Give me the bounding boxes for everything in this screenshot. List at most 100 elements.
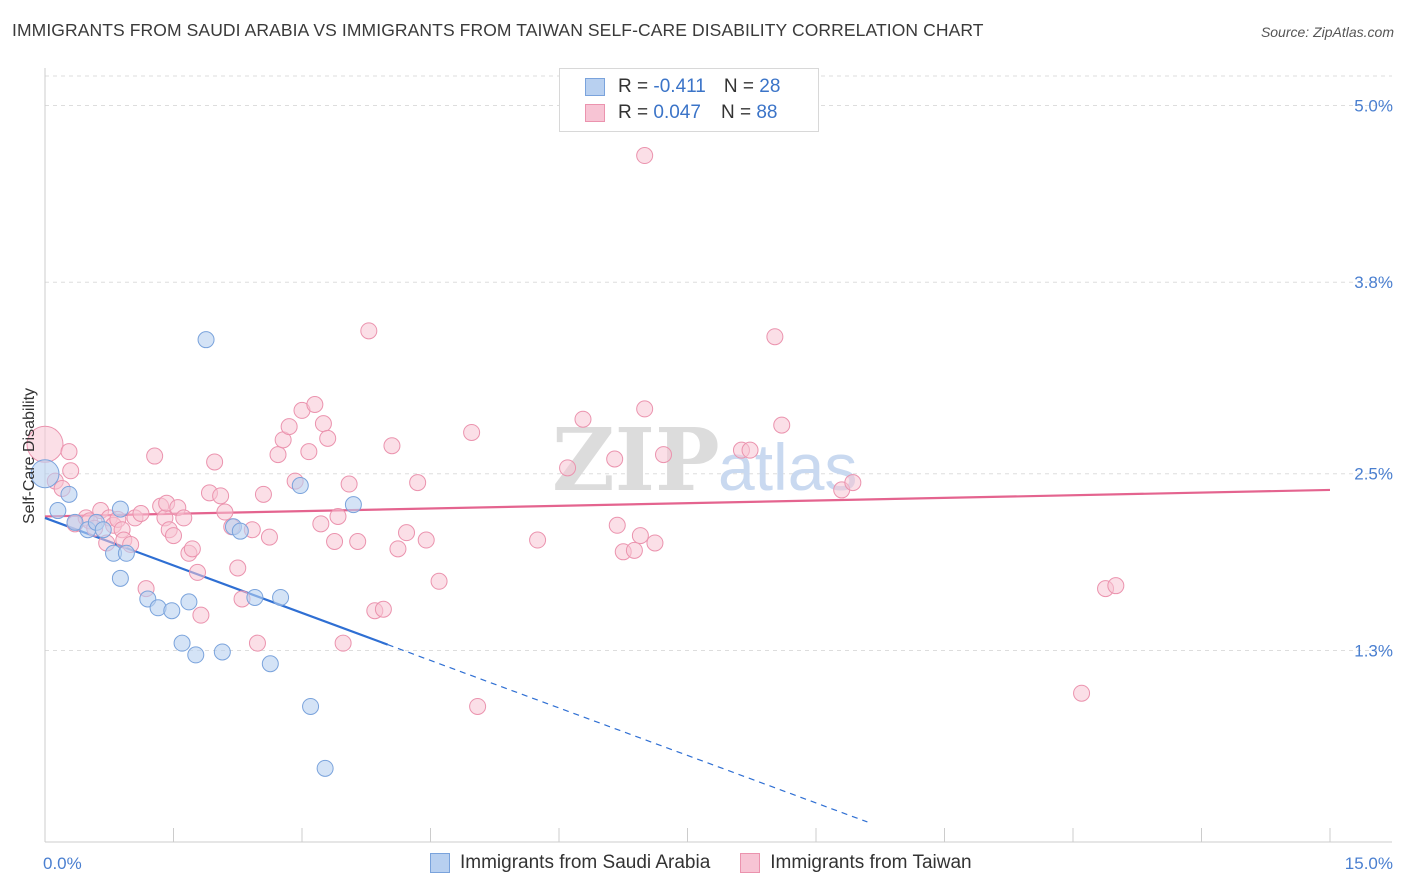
taiwan-point (212, 487, 230, 505)
grid (45, 75, 1392, 651)
taiwan-point (574, 410, 592, 428)
correlation-legend: R = -0.411 N = 28 R = 0.047 N = 88 (559, 68, 819, 132)
taiwan-point (608, 516, 626, 534)
legend-n-value: 28 (759, 76, 781, 97)
taiwan-point (383, 437, 401, 455)
taiwan-point (844, 474, 862, 492)
saudi-arabia-point (163, 602, 181, 620)
legend-r-label: R = (618, 76, 649, 97)
chart-source: Source: ZipAtlas.com (1260, 24, 1394, 40)
taiwan-point (254, 485, 272, 503)
saudi-arabia-point (187, 646, 205, 664)
legend-label-saudi-arabia: Immigrants from Saudi Arabia (460, 852, 711, 873)
trendlines (44, 488, 1331, 823)
legend-swatch-pink (740, 853, 761, 873)
taiwan-point (216, 503, 234, 521)
legend-row-saudi-arabia: R = -0.411 N = 28 (585, 75, 781, 99)
saudi-arabia-point (316, 759, 334, 777)
saudi-arabia-point (246, 588, 264, 606)
taiwan-point (655, 446, 673, 464)
saudi-arabia-point (302, 697, 320, 715)
saudi-arabia-point (344, 496, 362, 514)
taiwan-point (1107, 577, 1125, 595)
saudi-arabia-point (173, 634, 191, 652)
legend-item-taiwan: Immigrants from Taiwan (740, 852, 972, 874)
y-tick-label: 3.8% (1354, 273, 1393, 292)
saudi-arabia-trendline-extrapolated (387, 644, 868, 823)
taiwan-point (300, 443, 318, 461)
x-tick-label: 0.0% (43, 854, 82, 873)
taiwan-point (329, 507, 347, 525)
saudi-arabia-point (94, 521, 112, 539)
legend-n-label: N = (723, 76, 754, 97)
saudi-arabia-point (180, 593, 198, 611)
taiwan-point (773, 416, 791, 434)
taiwan-point (417, 531, 435, 549)
taiwan-point (334, 634, 352, 652)
taiwan-point (312, 515, 330, 533)
taiwan-point (389, 540, 407, 558)
taiwan-point (314, 415, 332, 433)
y-tick-label: 2.5% (1354, 465, 1393, 484)
legend-swatch-blue (585, 78, 605, 96)
taiwan-point (340, 475, 358, 493)
legend-r-value: 0.047 (653, 102, 701, 123)
taiwan-point (741, 441, 759, 459)
taiwan-point (606, 450, 624, 468)
taiwan-point (146, 447, 164, 465)
legend-swatch-blue (430, 853, 450, 873)
saudi-arabia-point (213, 643, 231, 661)
saudi-arabia-point (261, 655, 279, 673)
taiwan-point (529, 531, 547, 549)
taiwan-point (559, 459, 577, 477)
taiwan-point (183, 540, 201, 558)
taiwan-point (326, 532, 344, 550)
taiwan-point (319, 429, 337, 447)
legend-n-label: N = (720, 102, 752, 123)
taiwan-point (646, 534, 664, 552)
taiwan-point (349, 532, 367, 550)
y-tick-labels: 1.3% 2.5% 3.8% 5.0% (1354, 96, 1393, 660)
saudi-arabia-point (66, 513, 84, 531)
saudi-arabia-point (197, 331, 215, 349)
taiwan-point (62, 462, 80, 480)
saudi-arabia-point (117, 544, 135, 562)
taiwan-point (192, 606, 210, 624)
taiwan-point (636, 147, 654, 165)
saudi-arabia-point (149, 599, 167, 617)
legend-r-value: -0.411 (653, 76, 706, 97)
legend-swatch-pink (585, 104, 605, 122)
saudi-arabia-point (111, 500, 129, 518)
saudi-arabia-point (30, 459, 60, 489)
taiwan-point (360, 322, 378, 340)
chart-title: IMMIGRANTS FROM SAUDI ARABIA VS IMMIGRAN… (12, 20, 984, 40)
y-tick-label: 1.3% (1354, 642, 1393, 661)
x-tick-label: 15.0% (1345, 854, 1393, 873)
saudi-arabia-point (231, 522, 249, 540)
taiwan-point (248, 634, 266, 652)
y-axis-label: Self-Care Disability (21, 388, 38, 524)
saudi-arabia-point (49, 502, 67, 520)
saudi-arabia-point (60, 485, 78, 503)
taiwan-point (206, 453, 224, 471)
taiwan-point (469, 697, 487, 715)
saudi-arabia-points (30, 331, 362, 777)
saudi-arabia-point (111, 569, 129, 587)
taiwan-point (398, 524, 416, 542)
legend-n-value: 88 (756, 102, 778, 123)
taiwan-point (60, 443, 78, 461)
y-tick-label: 5.0% (1354, 96, 1393, 115)
taiwan-point (165, 527, 182, 545)
taiwan-point (132, 505, 150, 523)
taiwan-point (463, 423, 481, 441)
taiwan-point (229, 559, 247, 577)
taiwan-point (374, 600, 392, 618)
taiwan-point (766, 328, 784, 346)
saudi-arabia-point (291, 477, 309, 495)
legend-item-saudi-arabia: Immigrants from Saudi Arabia (430, 852, 710, 874)
taiwan-point (280, 418, 298, 436)
taiwan-point (269, 446, 287, 464)
legend-row-taiwan: R = 0.047 N = 88 (585, 101, 778, 125)
